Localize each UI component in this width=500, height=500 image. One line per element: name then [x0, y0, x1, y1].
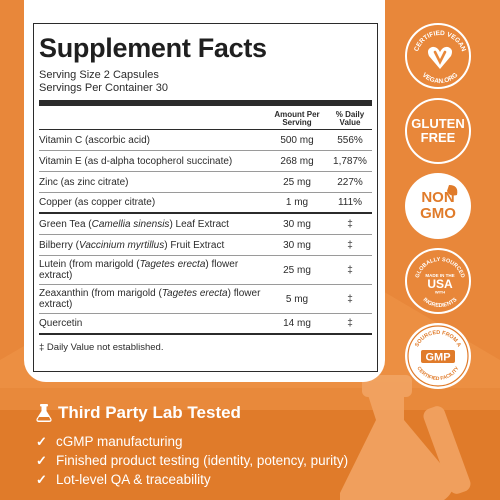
vegan-bottom-text: VEGAN.ORG [421, 72, 460, 85]
serving-size: Serving Size 2 Capsules [39, 69, 159, 81]
gmp-top-text: SOURCED FROM A [414, 330, 462, 348]
facts-header-row: Amount Per Serving % Daily Value [39, 106, 372, 130]
ingredient-name: Quercetin [39, 318, 83, 329]
usa-bottom-text: INGREDIENTS [422, 297, 459, 309]
usa-badge-ring: GLOBALLY SOURCED INGREDIENTS MADE IN THE… [415, 257, 466, 309]
thick-divider [39, 100, 372, 106]
check-icon: ✓ [36, 452, 47, 468]
supplement-facts-table: Supplement Facts Serving Size 2 Capsules… [33, 23, 378, 372]
flask-decoration [340, 375, 471, 500]
ingredient-amount: 14 mg [283, 318, 311, 329]
amount-header: Amount Per Serving [274, 110, 320, 127]
nutrient-row: Copper (as copper citrate) 1 mg 111% [39, 193, 372, 214]
ingredient-amount: 30 mg [283, 218, 311, 230]
made-in-usa-badge: GLOBALLY SOURCED INGREDIENTS MADE IN THE… [405, 248, 471, 314]
ingredient-row: Quercetin 14 mg ‡ [39, 314, 372, 335]
list-item: ✓ Lot-level QA & traceability [36, 470, 348, 489]
certified-vegan-badge: CERTIFIED VEGAN VEGAN.ORG [405, 23, 471, 89]
ingredient-name: Lutein (from marigold (Tagetes erecta) f… [39, 259, 239, 281]
svg-text:CERTIFIED FACILITY: CERTIFIED FACILITY [415, 365, 461, 382]
ingredient-amount: 25 mg [283, 264, 311, 276]
ingredient-dv: ‡ [347, 318, 353, 329]
label-panel [24, 0, 385, 382]
nutrient-amount: 500 mg [280, 134, 314, 146]
vegan-heart-icon [428, 46, 452, 69]
check-icon: ✓ [36, 471, 47, 487]
flask-icon [36, 404, 52, 422]
nutrient-amount: 25 mg [283, 176, 311, 188]
daily-value-footnote: ‡ Daily Value not established. [39, 342, 164, 353]
lab-tested-heading: Third Party Lab Tested [36, 403, 241, 423]
gluten-text: GLUTEN [411, 116, 465, 131]
free-text: FREE [420, 130, 456, 145]
bullet-text: Lot-level QA & traceability [56, 472, 211, 487]
nutrient-amount: 1 mg [285, 197, 309, 208]
svg-text:INGREDIENTS: INGREDIENTS [422, 297, 459, 309]
ingredient-row: Zeaxanthin (from marigold (Tagetes erect… [39, 285, 372, 314]
vegan-badge-ring: CERTIFIED VEGAN VEGAN.ORG [413, 30, 467, 85]
bullet-text: Finished product testing (identity, pote… [56, 453, 349, 468]
gmp-badge: SOURCED FROM A CERTIFIED FACILITY GMP [405, 323, 471, 389]
ingredient-dv: ‡ [347, 218, 353, 230]
ingredient-name: Green Tea (Camellia sinensis) Leaf Extra… [39, 218, 229, 230]
svg-text:VEGAN.ORG: VEGAN.ORG [421, 72, 460, 85]
leaf-icon [447, 185, 458, 196]
vegan-top-text: CERTIFIED VEGAN [413, 30, 467, 53]
nutrient-name: Copper (as copper citrate) [39, 197, 156, 208]
nutrient-dv: 556% [337, 134, 363, 146]
non-gmo-badge: NON GMO [405, 173, 471, 239]
ingredient-row: Green Tea (Camellia sinensis) Leaf Extra… [39, 214, 372, 235]
nutrient-dv: 227% [337, 176, 363, 188]
facts-title: Supplement Facts [39, 33, 267, 63]
lab-tested-title: Third Party Lab Tested [58, 403, 241, 422]
nutrient-dv: 1,787% [333, 155, 367, 167]
gmp-bottom-text: CERTIFIED FACILITY [415, 365, 461, 382]
ingredient-amount: 30 mg [283, 239, 311, 251]
ingredient-name: Zeaxanthin (from marigold (Tagetes erect… [39, 288, 261, 310]
gmp-big-text: GMP [425, 352, 450, 364]
ingredient-amount: 5 mg [285, 293, 309, 305]
list-item: ✓ Finished product testing (identity, po… [36, 451, 348, 470]
ingredient-row: Bilberry (Vaccinium myrtillus) Fruit Ext… [39, 235, 372, 256]
ingredient-dv: ‡ [347, 293, 353, 305]
nutrient-name: Vitamin C (ascorbic acid) [39, 134, 150, 146]
nutrient-row: Vitamin C (ascorbic acid) 500 mg 556% [39, 130, 372, 151]
svg-text:SOURCED FROM A: SOURCED FROM A [414, 330, 462, 348]
list-item: ✓ cGMP manufacturing [36, 432, 348, 451]
svg-text:CERTIFIED VEGAN: CERTIFIED VEGAN [413, 30, 467, 53]
nutrient-row: Zinc (as zinc citrate) 25 mg 227% [39, 172, 372, 193]
check-icon: ✓ [36, 433, 47, 449]
servings-per-container: Servings Per Container 30 [39, 82, 169, 94]
dv-header: % Daily Value [335, 110, 365, 127]
gluten-free-badge: GLUTEN FREE [405, 98, 471, 164]
ingredient-dv: ‡ [347, 239, 353, 251]
usa-with-text: WITH [435, 290, 445, 295]
bullet-text: cGMP manufacturing [56, 434, 183, 449]
nutrient-amount: 268 mg [280, 155, 314, 167]
gmp-badge-ring: SOURCED FROM A CERTIFIED FACILITY GMP [407, 325, 469, 387]
gmo-text: GMO [420, 205, 456, 222]
ingredient-row: Lutein (from marigold (Tagetes erecta) f… [39, 256, 372, 285]
non-text: NON [421, 189, 455, 206]
usa-big-text: USA [427, 277, 453, 291]
usa-made-text: MADE IN THE [425, 273, 454, 278]
nutrient-row: Vitamin E (as d-alpha tocopherol succina… [39, 151, 372, 172]
ingredient-name: Bilberry (Vaccinium myrtillus) Fruit Ext… [39, 239, 225, 251]
nutrient-name: Zinc (as zinc citrate) [39, 176, 129, 188]
ingredient-dv: ‡ [347, 264, 353, 276]
nutrient-dv: 111% [337, 197, 363, 208]
nutrient-name: Vitamin E (as d-alpha tocopherol succina… [39, 155, 233, 167]
lab-tested-list: ✓ cGMP manufacturing ✓ Finished product … [36, 432, 348, 489]
